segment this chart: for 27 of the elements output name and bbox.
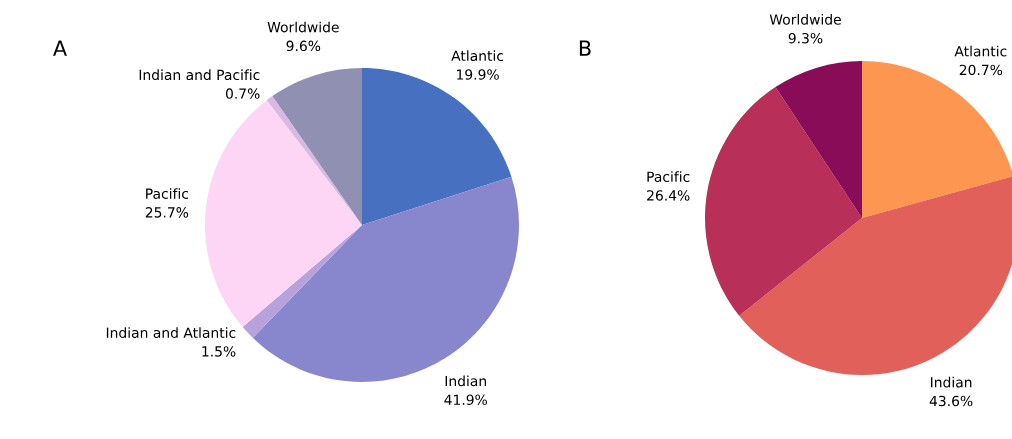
pie-slice: [266, 96, 362, 225]
slice-label: Worldwide: [267, 21, 339, 33]
pie-slice: [362, 68, 512, 225]
text: B: [579, 40, 591, 56]
data-label: 0.7%: [225, 88, 260, 99]
slice-label: Worldwide: [769, 13, 841, 25]
text: A: [53, 40, 67, 56]
slice-label: Pacific: [146, 188, 189, 199]
slice-label: Indian: [445, 375, 486, 387]
data-label: 25.7%: [145, 207, 189, 218]
slice-label: Atlantic: [451, 50, 504, 62]
data-label: 20.7%: [959, 64, 1003, 76]
data-label: 19.9%: [457, 69, 499, 80]
data-label: 1.5%: [202, 346, 236, 357]
data-label: 9.6%: [286, 40, 321, 52]
pie-slice: [242, 225, 362, 338]
pie-slice: [272, 68, 362, 225]
data-label: 9.3%: [788, 32, 823, 44]
data-label: 41.9%: [444, 394, 488, 405]
data-label: 26.4%: [647, 190, 690, 201]
slice-label: Indian: [931, 376, 972, 388]
slice-label: Indian and Pacific: [139, 69, 260, 81]
slice-label: Pacific: [647, 171, 690, 182]
slice-label: Atlantic: [954, 45, 1007, 57]
data-label: 43.6%: [929, 395, 973, 407]
pie-slice: [205, 100, 362, 327]
slice-label: Indian and Atlantic: [106, 327, 236, 338]
